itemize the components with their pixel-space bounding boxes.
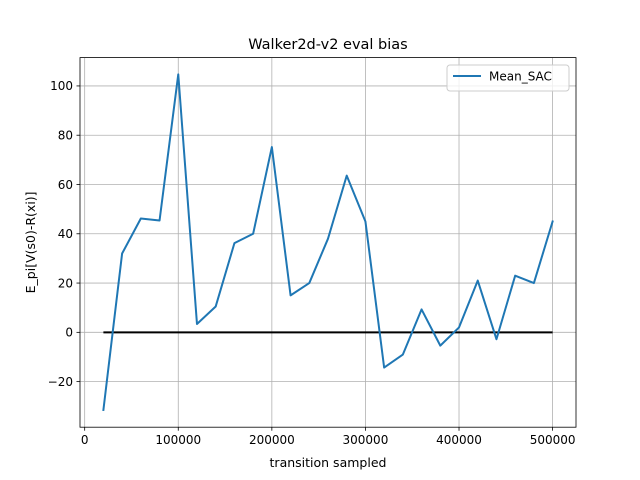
series-line-mean-sac	[102, 73, 554, 412]
chart-title: Walker2d-v2 eval bias	[248, 37, 407, 53]
x-tick-label: 100000	[155, 433, 201, 447]
plot-data	[102, 73, 554, 412]
legend: Mean_SAC	[446, 64, 570, 92]
y-axis-label: E_pi[V(s0)-R(xi)]	[23, 191, 38, 293]
legend-label-mean-sac: Mean_SAC	[489, 70, 552, 84]
y-tick-label: 100	[50, 79, 73, 93]
y-tick-label: 60	[58, 178, 73, 192]
x-tick-label: 500000	[530, 433, 576, 447]
x-axis-label: transition sampled	[270, 455, 387, 470]
x-tick-label: 0	[81, 433, 89, 447]
legend-box	[446, 64, 570, 92]
y-tick-label: −20	[48, 375, 73, 389]
y-tick-label: 40	[58, 227, 73, 241]
axis-ticks: 0 100000 200000 300000 400000 500000 −20 0 20 40 6…	[48, 79, 576, 447]
x-tick-label: 300000	[343, 433, 389, 447]
plot-frame	[79, 57, 577, 428]
x-tick-label: 200000	[249, 433, 295, 447]
y-tick-label: 20	[58, 276, 73, 290]
y-tick-label: 0	[65, 326, 73, 340]
y-tick-label: 80	[58, 129, 73, 143]
x-tick-label: 400000	[436, 433, 482, 447]
